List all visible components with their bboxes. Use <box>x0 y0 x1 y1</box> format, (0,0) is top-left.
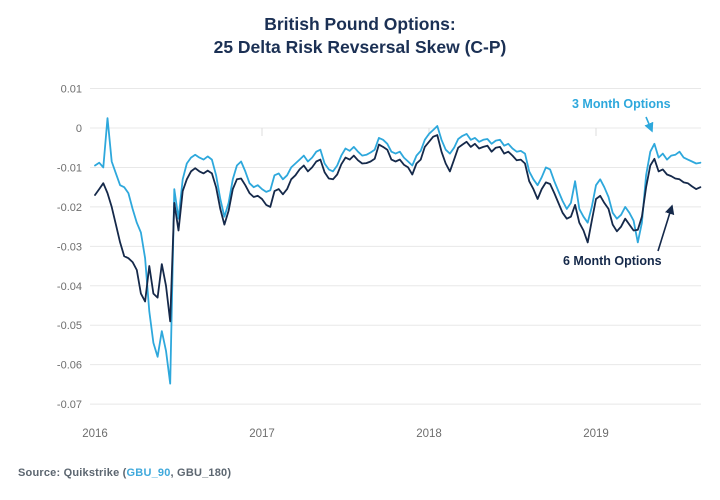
y-tick-label: -0.02 <box>57 202 82 214</box>
series-line-6-month <box>94 134 702 323</box>
x-tick-label: 2017 <box>249 428 275 440</box>
y-tick-label: 0.01 <box>61 84 82 96</box>
x-tick-label: 2019 <box>583 428 609 440</box>
chart-title-line1: British Pound Options: <box>264 14 456 34</box>
chart-title-line2: 25 Delta Risk Revsersal Skew (C-P) <box>213 37 507 57</box>
source-note: Source: Quikstrike (GBU_90, GBU_180) <box>18 467 231 479</box>
series-line-3-month <box>94 117 702 385</box>
series-lines <box>94 117 702 385</box>
x-tick-label: 2016 <box>82 428 108 440</box>
y-tick-label: 0 <box>76 123 82 135</box>
y-tick-label: -0.06 <box>57 360 82 372</box>
source-prefix: Source: Quikstrike ( <box>18 467 127 479</box>
y-tick-label: -0.07 <box>57 399 82 411</box>
arrow-6-month <box>657 204 675 252</box>
gridlines <box>90 88 701 405</box>
y-tick-label: -0.03 <box>57 241 82 253</box>
y-tick-label: -0.04 <box>57 281 82 293</box>
annotation-arrows <box>644 116 675 252</box>
legend-label-3-month-options: 3 Month Options <box>572 97 671 111</box>
x-axis-labels: 2016 2017 2018 2019 <box>82 428 609 440</box>
x-tick-label: 2018 <box>416 428 442 440</box>
chart-title: British Pound Options: 25 Delta Risk Rev… <box>0 13 720 59</box>
y-tick-label: -0.05 <box>57 320 82 332</box>
arrow-3-month <box>644 116 654 133</box>
y-axis-labels: 0.01 0 -0.01 -0.02 -0.03 -0.04 -0.05 -0.06 -0.07 <box>57 84 82 412</box>
source-link-gbu90[interactable]: GBU_90 <box>126 467 171 479</box>
source-suffix: , GBU_180) <box>170 467 232 479</box>
legend-label-6-month-options: 6 Month Options <box>563 254 662 268</box>
y-tick-label: -0.01 <box>57 162 82 174</box>
